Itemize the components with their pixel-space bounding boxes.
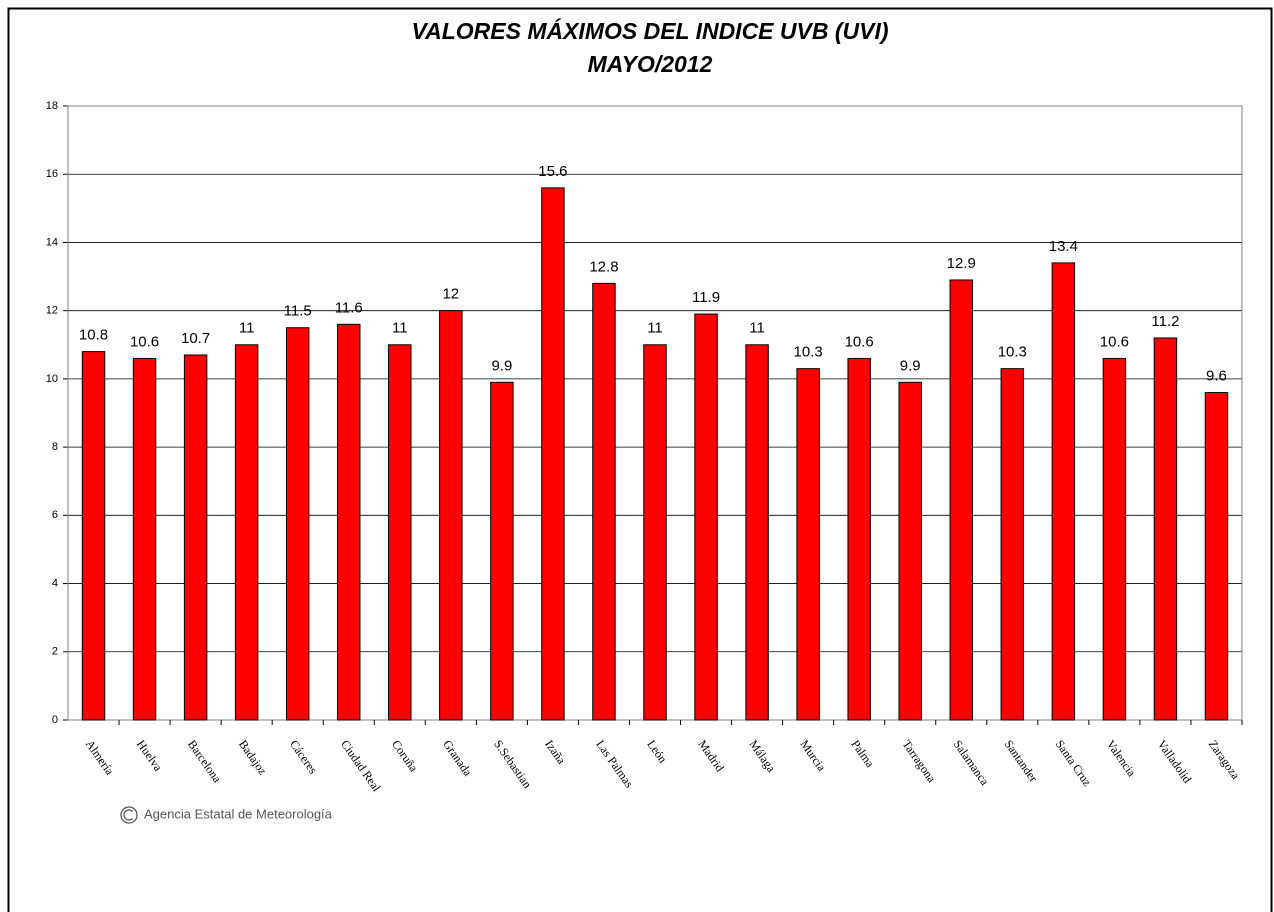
x-tick-label: Tarragona xyxy=(900,737,940,785)
value-label: 11 xyxy=(392,320,408,337)
bar xyxy=(439,310,463,721)
value-label: 11 xyxy=(647,320,663,337)
chart-title: VALORES MÁXIMOS DEL INDICE UVB (UVI) xyxy=(411,17,888,44)
x-tick-label: Madrid xyxy=(695,737,727,774)
value-label: 12.9 xyxy=(947,255,976,272)
value-label: 9.9 xyxy=(900,357,921,374)
x-tick-label: Coruña xyxy=(389,737,421,775)
x-tick-label: Huelva xyxy=(134,737,166,774)
y-tick-label: 16 xyxy=(46,168,58,180)
value-label: 11.2 xyxy=(1151,313,1179,330)
x-tick-label: Zaragoza xyxy=(1206,737,1243,782)
y-tick-label: 18 xyxy=(46,100,58,112)
bar xyxy=(796,368,820,721)
value-label: 12.8 xyxy=(589,258,618,275)
y-tick-label: 6 xyxy=(52,509,58,521)
x-tick-label: León xyxy=(644,737,670,765)
source-icon xyxy=(120,806,138,824)
value-label: 9.6 xyxy=(1206,368,1227,385)
bar xyxy=(183,354,208,721)
x-tick-label: Granada xyxy=(440,737,475,779)
bar xyxy=(337,323,361,721)
x-tick-label: Ciudad Real xyxy=(338,737,384,794)
y-tick-label: 10 xyxy=(46,373,58,385)
x-tick-label: Las Palmas xyxy=(593,737,636,790)
bar xyxy=(592,282,616,721)
value-label: 12 xyxy=(442,286,459,303)
y-tick-label: 2 xyxy=(52,646,58,658)
bar xyxy=(1204,392,1229,721)
x-tick-label: Palma xyxy=(848,737,877,770)
bar xyxy=(949,279,973,721)
value-label: 11.6 xyxy=(335,299,363,316)
x-tick-label: Badajoz xyxy=(236,737,270,777)
x-tick-label: Salamanca xyxy=(951,737,993,788)
value-label: 11.5 xyxy=(284,303,312,320)
frame xyxy=(7,7,1273,912)
value-label: 10.3 xyxy=(998,344,1027,361)
bar xyxy=(1051,262,1076,721)
bar xyxy=(132,357,157,721)
value-label: 11.9 xyxy=(692,289,720,306)
bar xyxy=(234,344,259,721)
bar xyxy=(745,344,769,721)
bar xyxy=(1153,337,1178,721)
x-tick-label: Murcia xyxy=(797,737,829,774)
bar xyxy=(388,344,412,721)
chart-subtitle: MAYO/2012 xyxy=(588,51,713,77)
value-label: 9.9 xyxy=(491,357,512,374)
x-tick-label: Santander xyxy=(1002,737,1041,784)
x-tick-label: Cáceres xyxy=(287,737,320,776)
bar xyxy=(81,351,106,721)
bar xyxy=(847,357,871,721)
bar xyxy=(898,381,922,721)
value-label: 10.6 xyxy=(845,333,874,350)
value-label: 10.6 xyxy=(1100,333,1129,350)
value-label: 11 xyxy=(239,320,255,337)
source: Agencia Estatal de Meteorología xyxy=(144,806,333,821)
value-label: 15.6 xyxy=(538,163,567,180)
x-tick-label: Valencia xyxy=(1104,737,1140,779)
x-tick-label: Izaña xyxy=(542,737,569,767)
x-tick-label: Almería xyxy=(83,737,117,778)
y-tick-label: 4 xyxy=(52,577,58,589)
x-tick-label: S.Sebastian xyxy=(491,737,534,791)
y-tick-label: 8 xyxy=(52,441,58,453)
x-tick-label: Málaga xyxy=(746,737,778,775)
bar xyxy=(285,327,310,721)
value-label: 10.6 xyxy=(130,333,159,350)
x-tick-label: Barcelona xyxy=(185,737,225,785)
value-label: 10.7 xyxy=(181,330,210,347)
y-tick-label: 12 xyxy=(46,305,58,317)
bar xyxy=(1102,357,1127,721)
value-label: 11 xyxy=(749,320,765,337)
y-tick-label: 14 xyxy=(46,236,58,248)
value-label: 10.3 xyxy=(794,344,823,361)
bar xyxy=(694,313,718,721)
value-label: 13.4 xyxy=(1049,238,1078,255)
bar xyxy=(541,187,565,721)
x-tick-label: Valladolid xyxy=(1155,737,1195,785)
y-tick-label: 0 xyxy=(52,714,58,726)
bar xyxy=(490,381,514,721)
value-label: 10.8 xyxy=(79,327,108,344)
bar xyxy=(643,344,667,721)
bar xyxy=(1000,368,1025,721)
x-tick-label: Santa Cruz xyxy=(1053,737,1095,788)
